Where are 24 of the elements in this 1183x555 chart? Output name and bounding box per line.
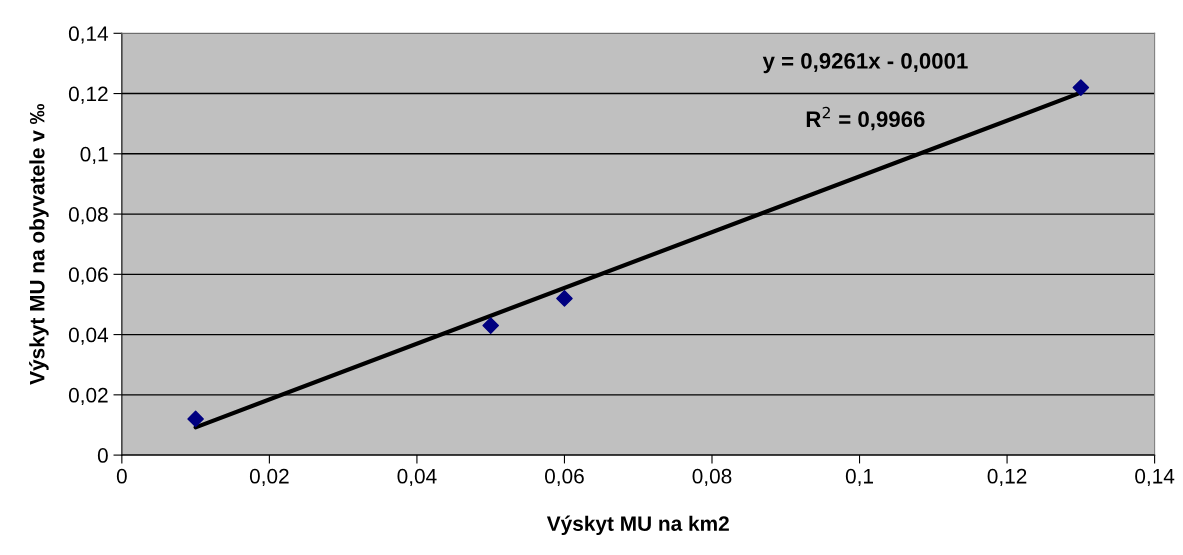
- annotation: y = 0,9261x - 0,0001: [762, 53, 968, 74]
- x-tick-label: 0,04: [397, 468, 437, 487]
- y-tick-label: 0,02: [68, 387, 108, 406]
- annotation: R$^{2}$ = 0,9966: [806, 106, 925, 131]
- y-tick-label: 0: [97, 448, 108, 463]
- x-tick-label: 0,02: [249, 468, 289, 487]
- y-tick-label: 0,04: [68, 327, 109, 345]
- y-tick-label: 0,06: [68, 267, 108, 285]
- point: [482, 317, 499, 334]
- x-axis-title: Výskyt MU na km2: [546, 515, 729, 536]
- x-tick-label: 0,06: [545, 468, 584, 487]
- x-tick-label: 0,1: [845, 468, 873, 487]
- x-tick-label: 0,14: [1135, 468, 1175, 487]
- point: [187, 410, 204, 428]
- x-tick-label: 0,08: [692, 468, 732, 487]
- point: [1072, 79, 1090, 96]
- y-tick-label: 0,14: [68, 26, 109, 44]
- y-axis-title: Výskyt MU na obyvatele v ‰: [29, 103, 49, 385]
- x-tick-label: 0,12: [987, 468, 1027, 487]
- y-tick-label: 0,1: [80, 146, 108, 165]
- y-tick-label: 0,12: [68, 86, 108, 104]
- x-tick-label: 0: [116, 468, 127, 484]
- y-tick-label: 0,08: [68, 207, 108, 225]
- point: [556, 290, 573, 307]
